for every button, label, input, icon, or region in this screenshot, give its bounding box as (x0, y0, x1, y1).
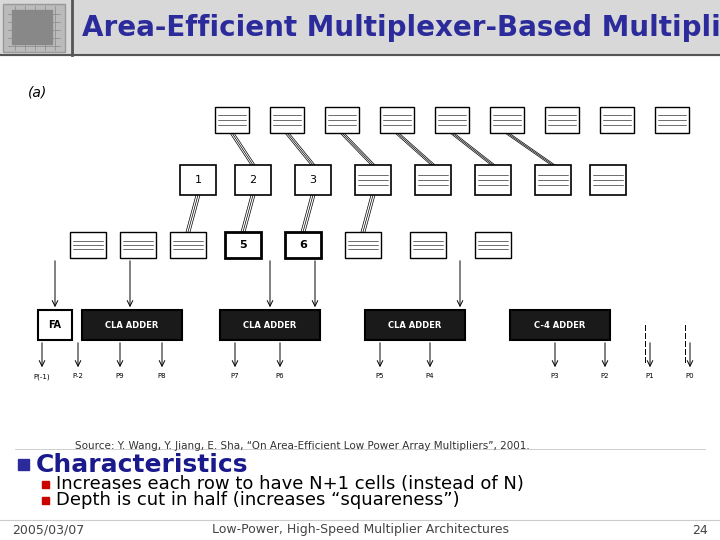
Bar (82, 310, 182, 340)
Bar (545, 107, 579, 133)
Text: P3: P3 (551, 373, 559, 379)
Text: Characteristics: Characteristics (36, 453, 248, 477)
Bar (38, 310, 72, 340)
Text: P7: P7 (230, 373, 239, 379)
Text: P2: P2 (600, 373, 609, 379)
Bar (510, 310, 610, 340)
Text: P4: P4 (426, 373, 434, 379)
Text: P-2: P-2 (73, 373, 84, 379)
Bar (325, 107, 359, 133)
Text: 6: 6 (299, 240, 307, 250)
Bar (490, 107, 524, 133)
Bar (365, 310, 465, 340)
Bar (225, 232, 261, 258)
Text: P8: P8 (158, 373, 166, 379)
Text: 5: 5 (239, 240, 247, 250)
Bar (18, 459, 29, 470)
Text: CLA ADDER: CLA ADDER (243, 321, 297, 329)
Bar (235, 165, 271, 195)
Text: 3: 3 (310, 175, 317, 185)
Bar (3, 4, 65, 52)
Bar (120, 232, 156, 258)
Bar (380, 107, 414, 133)
Text: (a): (a) (28, 86, 48, 100)
Text: CLA ADDER: CLA ADDER (105, 321, 158, 329)
Text: P1: P1 (646, 373, 654, 379)
Bar (410, 232, 446, 258)
Bar (42, 481, 49, 488)
Text: P(-1): P(-1) (34, 373, 50, 380)
Bar (345, 232, 381, 258)
Bar (42, 497, 49, 504)
Bar (475, 232, 511, 258)
Bar (285, 232, 321, 258)
Text: FA: FA (48, 320, 61, 330)
Bar (12, 10, 52, 44)
Text: Increases each row to have N+1 cells (instead of N): Increases each row to have N+1 cells (in… (56, 475, 524, 493)
Text: P9: P9 (116, 373, 125, 379)
Text: 2005/03/07: 2005/03/07 (12, 523, 84, 537)
Text: Area-Efficient Multiplexer-Based Multiplier: Area-Efficient Multiplexer-Based Multipl… (82, 14, 720, 42)
Bar (180, 165, 216, 195)
Text: 2: 2 (249, 175, 256, 185)
Bar (590, 165, 626, 195)
Text: Depth is cut in half (increases “squareness”): Depth is cut in half (increases “squaren… (56, 491, 459, 509)
Text: P5: P5 (376, 373, 384, 379)
Bar (535, 165, 571, 195)
Text: Low-Power, High-Speed Multiplier Architectures: Low-Power, High-Speed Multiplier Archite… (212, 523, 508, 537)
Bar (475, 165, 511, 195)
Bar (655, 107, 689, 133)
Bar (0, 0, 720, 55)
Bar (215, 107, 249, 133)
Text: P6: P6 (276, 373, 284, 379)
Text: C-4 ADDER: C-4 ADDER (534, 321, 585, 329)
Bar (295, 165, 331, 195)
Bar (435, 107, 469, 133)
Bar (270, 107, 304, 133)
Text: Source: Y. Wang, Y. Jiang, E. Sha, “On Area-Efficient Low Power Array Multiplier: Source: Y. Wang, Y. Jiang, E. Sha, “On A… (75, 441, 530, 451)
Bar (15, 70, 710, 470)
Bar (70, 232, 106, 258)
Bar (220, 310, 320, 340)
Bar (415, 165, 451, 195)
Text: 24: 24 (692, 523, 708, 537)
Text: P0: P0 (685, 373, 694, 379)
Bar (355, 165, 391, 195)
Text: 1: 1 (194, 175, 202, 185)
Bar (170, 232, 206, 258)
Text: CLA ADDER: CLA ADDER (388, 321, 441, 329)
Bar (600, 107, 634, 133)
